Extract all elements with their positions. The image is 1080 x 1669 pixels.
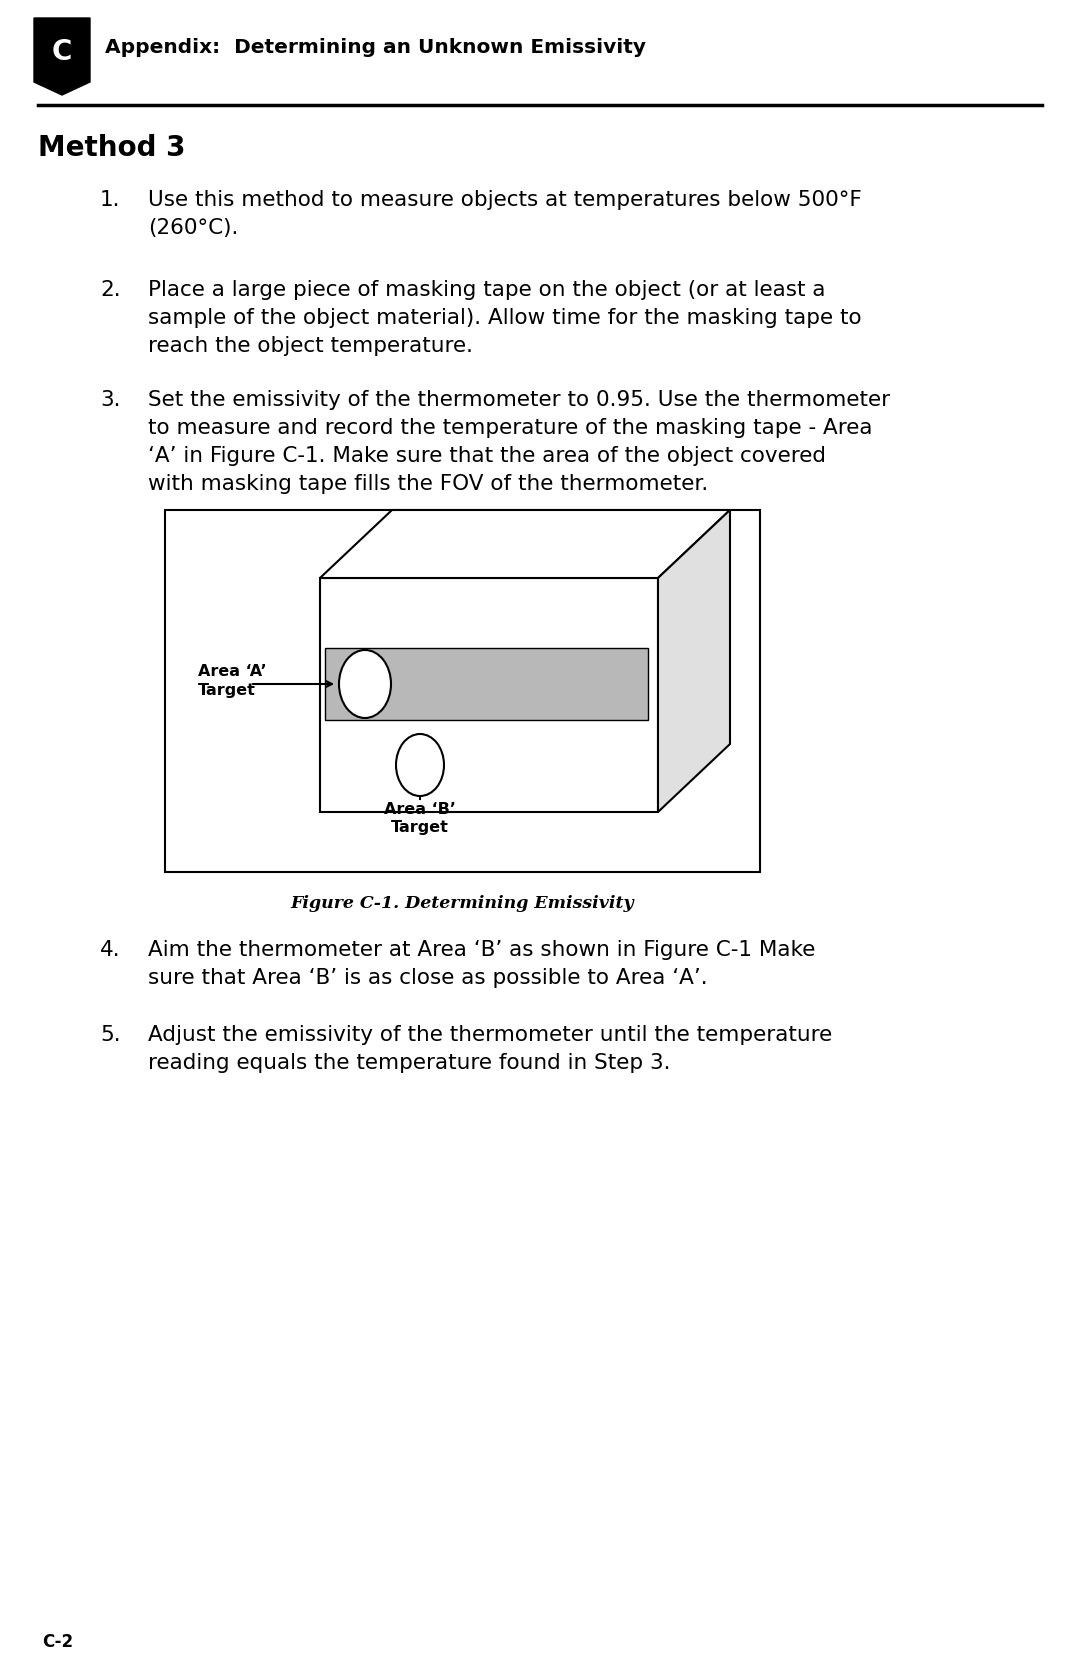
Bar (165, 511, 760, 871)
Text: 2.: 2. (100, 280, 121, 300)
Polygon shape (33, 18, 90, 95)
Text: to measure and record the temperature of the masking tape - Area: to measure and record the temperature of… (148, 417, 873, 437)
Text: Use this method to measure objects at temperatures below 500°F: Use this method to measure objects at te… (148, 190, 862, 210)
Bar (320, 577, 658, 813)
Text: reading equals the temperature found in Step 3.: reading equals the temperature found in … (148, 1053, 671, 1073)
Text: 4.: 4. (100, 940, 121, 960)
Text: 3.: 3. (100, 391, 121, 411)
Text: 1.: 1. (100, 190, 121, 210)
Text: Method 3: Method 3 (38, 134, 186, 162)
Text: Place a large piece of masking tape on the object (or at least a: Place a large piece of masking tape on t… (148, 280, 825, 300)
Text: Appendix:  Determining an Unknown Emissivity: Appendix: Determining an Unknown Emissiv… (105, 38, 646, 57)
Text: sample of the object material). Allow time for the masking tape to: sample of the object material). Allow ti… (148, 309, 862, 329)
Text: Area ‘B’: Area ‘B’ (384, 803, 456, 818)
Text: sure that Area ‘B’ is as close as possible to Area ‘A’.: sure that Area ‘B’ is as close as possib… (148, 968, 707, 988)
Text: Area ‘A’: Area ‘A’ (198, 664, 267, 679)
Text: Aim the thermometer at Area ‘B’ as shown in Figure C-1 Make: Aim the thermometer at Area ‘B’ as shown… (148, 940, 815, 960)
Text: reach the object temperature.: reach the object temperature. (148, 335, 473, 355)
Ellipse shape (396, 734, 444, 796)
Polygon shape (658, 511, 730, 813)
Text: C: C (52, 38, 72, 67)
Text: Figure C-1. Determining Emissivity: Figure C-1. Determining Emissivity (291, 895, 634, 911)
Text: with masking tape fills the FOV of the thermometer.: with masking tape fills the FOV of the t… (148, 474, 708, 494)
Text: C-2: C-2 (42, 1632, 73, 1651)
Text: Set the emissivity of the thermometer to 0.95. Use the thermometer: Set the emissivity of the thermometer to… (148, 391, 890, 411)
Text: 5.: 5. (100, 1025, 121, 1045)
Text: (260°C).: (260°C). (148, 219, 239, 239)
Text: Adjust the emissivity of the thermometer until the temperature: Adjust the emissivity of the thermometer… (148, 1025, 833, 1045)
Polygon shape (320, 511, 730, 577)
Bar (325, 648, 648, 719)
Text: Target: Target (198, 683, 256, 698)
Text: Target: Target (391, 819, 449, 834)
Text: ‘A’ in Figure C-1. Make sure that the area of the object covered: ‘A’ in Figure C-1. Make sure that the ar… (148, 446, 826, 466)
Ellipse shape (339, 649, 391, 718)
